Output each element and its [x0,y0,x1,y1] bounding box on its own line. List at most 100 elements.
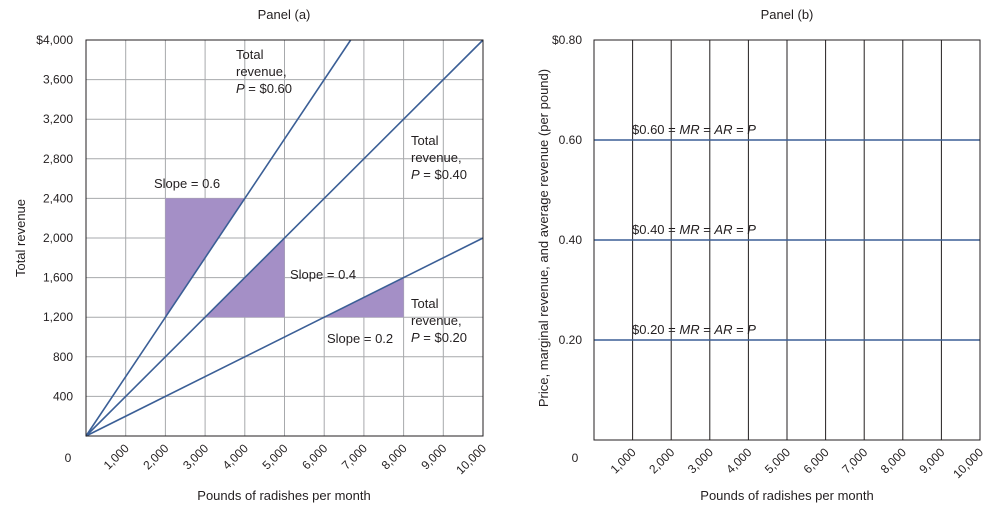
total-revenue-label-line: P = $0.60 [236,81,292,96]
total-revenue-label-line: revenue, [411,150,462,165]
x-tick-label: 9,000 [916,445,947,476]
label-text: $0.20 = [632,322,679,337]
panel-a-y-axis-title: Total revenue [13,199,28,277]
x-tick-label: 5,000 [762,445,793,476]
x-tick-label: 2,000 [140,441,171,472]
panel-a-x-axis-title: Pounds of radishes per month [197,488,370,503]
total-revenue-label: Total revenue, P = $0.60 [236,47,292,96]
label-text: = [732,322,747,337]
y-tick-label: 3,600 [43,73,73,87]
panel-b-x-axis-title: Pounds of radishes per month [700,488,873,503]
x-tick-label: 1,000 [608,445,639,476]
panel-b-price-lines [594,139,980,341]
y-tick-label: $0.80 [552,33,582,47]
x-tick-label: 4,000 [220,441,251,472]
y-tick-label: $4,000 [36,33,73,47]
label-text: = [732,122,747,137]
total-revenue-label-line: revenue, [411,313,462,328]
slope-label: Slope = 0.6 [154,176,220,191]
x-tick-label: 8,000 [379,441,410,472]
slope-label: Slope = 0.2 [327,331,393,346]
total-revenue-line [85,237,484,437]
total-revenue-line [85,39,484,437]
total-revenue-label: Total revenue, P = $0.40 [411,133,467,182]
label-symbol: AR [713,222,732,237]
price-value: = $0.20 [420,330,467,345]
x-tick-label: 7,000 [339,441,370,472]
x-tick-label: 2,000 [646,445,677,476]
y-tick-label: 400 [53,389,73,403]
y-tick-label: 2,800 [43,152,73,166]
panel-b-chart: 0.20 0.40 0.60 $0.80 0 1,000 2,000 3,000 4,000 5… [536,7,986,503]
price-symbol: P [236,81,245,96]
y-tick-label: 800 [53,350,73,364]
panel-b-plot-frame [593,39,981,441]
label-symbol: MR [679,122,699,137]
price-line-label: $0.40 = MR = AR = P [632,222,756,237]
panel-a-chart: 400 800 1,200 1,600 2,000 2,400 2,800 3,200 3,60… [13,7,489,503]
total-revenue-label-line: Total [411,133,439,148]
panel-a-annotations: Total revenue, P = $0.60 Total revenue, P = $… [154,47,467,346]
slope-label: Slope = 0.4 [290,267,356,282]
total-revenue-label-line: P = $0.40 [411,167,467,182]
panel-a-x-tick-labels: 0 1,000 2,000 3,000 4,000 5,000 6,000 7,000 8,00… [65,441,490,477]
x-tick-label: 6,000 [801,445,832,476]
x-tick-label: 3,000 [180,441,211,472]
label-text: $0.40 = [632,222,679,237]
x-tick-label: 6,000 [299,441,330,472]
x-tick-label: 3,000 [685,445,716,476]
y-tick-label: 3,200 [43,112,73,126]
y-tick-label: 2,400 [43,191,73,205]
panel-b-y-axis-title: Price, marginal revenue, and average rev… [536,69,551,407]
label-symbol: P [747,322,756,337]
y-tick-label: 1,200 [43,310,73,324]
label-symbol: AR [713,122,732,137]
label-symbol: MR [679,322,699,337]
price-value: = $0.40 [420,167,467,182]
y-tick-label: 1,600 [43,271,73,285]
price-symbol: P [411,330,420,345]
x-tick-label: 10,000 [453,441,489,477]
panel-b-y-tick-labels: 0.20 0.40 0.60 $0.80 [552,33,582,347]
x-tick-label: 1,000 [101,441,132,472]
x-tick-label: 8,000 [878,445,909,476]
label-symbol: P [747,222,756,237]
panel-a-plot-frame [85,39,484,437]
y-tick-label: 0.60 [559,133,583,147]
x-tick-label: 9,000 [418,441,449,472]
label-text: = [700,322,715,337]
panel-a-revenue-lines [85,39,484,437]
y-tick-label: 0.20 [559,333,583,347]
x-tick-label: 7,000 [839,445,870,476]
price-value: = $0.60 [245,81,292,96]
x-tick-label: 4,000 [723,445,754,476]
panel-b-title: Panel (b) [761,7,814,22]
panel-a-title: Panel (a) [258,7,311,22]
panel-b-x-tick-labels: 0 1,000 2,000 3,000 4,000 5,000 6,000 7,000 8,00… [572,445,987,481]
total-revenue-label-line: Total [411,296,439,311]
label-text: = [732,222,747,237]
x-tick-label: 5,000 [259,441,290,472]
y-tick-label: 0.40 [559,233,583,247]
label-symbol: P [747,122,756,137]
origin-label: 0 [65,451,72,465]
label-symbol: MR [679,222,699,237]
total-revenue-label: Total revenue, P = $0.20 [411,296,467,345]
origin-label: 0 [572,451,579,465]
price-symbol: P [411,167,420,182]
total-revenue-label-line: Total [236,47,264,62]
total-revenue-line [85,39,352,437]
panel-b-line-labels: $0.60 = MR = AR = P$0.40 = MR = AR = P$0… [632,122,756,337]
x-tick-label: 10,000 [950,445,986,481]
label-text: = [700,122,715,137]
price-line-label: $0.60 = MR = AR = P [632,122,756,137]
total-revenue-label-line: revenue, [236,64,287,79]
price-line-label: $0.20 = MR = AR = P [632,322,756,337]
label-symbol: AR [713,322,732,337]
total-revenue-label-line: P = $0.20 [411,330,467,345]
label-text: = [700,222,715,237]
y-tick-label: 2,000 [43,231,73,245]
label-text: $0.60 = [632,122,679,137]
panel-a-y-tick-labels: 400 800 1,200 1,600 2,000 2,400 2,800 3,200 3,60… [36,33,73,403]
